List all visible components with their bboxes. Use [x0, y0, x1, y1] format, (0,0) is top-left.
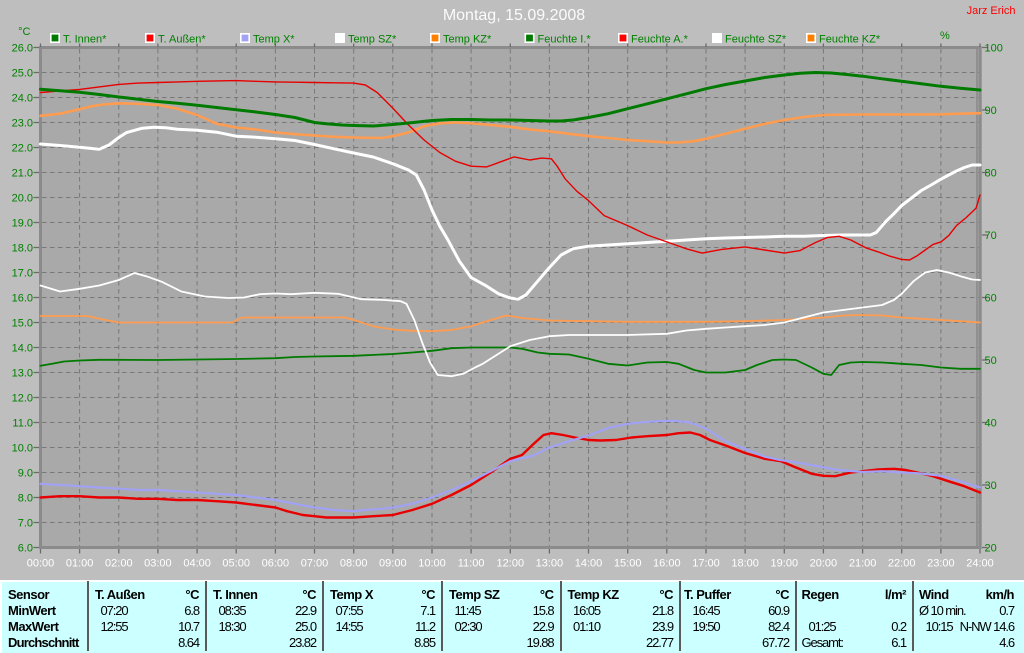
svg-text:06:00: 06:00: [262, 558, 290, 570]
svg-text:30: 30: [985, 480, 997, 492]
svg-text:40: 40: [985, 417, 997, 429]
svg-text:17:00: 17:00: [692, 558, 720, 570]
svg-text:90: 90: [985, 105, 997, 117]
svg-text:03:00: 03:00: [144, 558, 172, 570]
svg-text:60: 60: [985, 292, 997, 304]
svg-text:19:00: 19:00: [771, 558, 799, 570]
svg-text:%: %: [940, 30, 950, 42]
svg-text:Feuchte KZ*: Feuchte KZ*: [819, 33, 881, 45]
svg-text:70: 70: [985, 230, 997, 242]
svg-text:21.0: 21.0: [12, 167, 33, 179]
svg-text:Temp SZ*: Temp SZ*: [348, 33, 397, 45]
svg-text:18:00: 18:00: [731, 558, 759, 570]
svg-text:23:00: 23:00: [927, 558, 955, 570]
svg-text:16:00: 16:00: [653, 558, 681, 570]
svg-text:17.0: 17.0: [12, 267, 33, 279]
svg-text:11.0: 11.0: [12, 417, 33, 429]
svg-text:12:00: 12:00: [497, 558, 525, 570]
svg-text:8.0: 8.0: [18, 492, 33, 504]
svg-text:08:00: 08:00: [340, 558, 368, 570]
svg-text:°C: °C: [18, 26, 30, 38]
svg-text:11:00: 11:00: [458, 558, 485, 570]
svg-text:10:00: 10:00: [418, 558, 446, 570]
svg-text:13.0: 13.0: [12, 367, 33, 379]
svg-text:50: 50: [985, 355, 997, 367]
svg-text:15:00: 15:00: [614, 558, 642, 570]
svg-text:20: 20: [985, 542, 997, 554]
svg-text:24.0: 24.0: [12, 92, 33, 104]
svg-text:04:00: 04:00: [183, 558, 211, 570]
svg-text:00:00: 00:00: [27, 558, 55, 570]
svg-text:Feuchte A.*: Feuchte A.*: [631, 33, 689, 45]
svg-text:100: 100: [985, 42, 1003, 54]
svg-text:T. Außen*: T. Außen*: [158, 33, 206, 45]
svg-text:12.0: 12.0: [12, 392, 33, 404]
svg-text:9.0: 9.0: [18, 467, 33, 479]
svg-text:25.0: 25.0: [12, 67, 33, 79]
svg-text:26.0: 26.0: [12, 42, 33, 54]
svg-text:T. Innen*: T. Innen*: [63, 33, 107, 45]
svg-text:Feuchte SZ*: Feuchte SZ*: [725, 33, 787, 45]
svg-text:22:00: 22:00: [888, 558, 916, 570]
svg-text:21:00: 21:00: [849, 558, 877, 570]
svg-text:Temp KZ*: Temp KZ*: [443, 33, 492, 45]
svg-text:23.0: 23.0: [12, 117, 33, 129]
svg-text:15.0: 15.0: [12, 317, 33, 329]
svg-text:14.0: 14.0: [12, 342, 33, 354]
svg-text:7.0: 7.0: [18, 517, 33, 529]
svg-text:13:00: 13:00: [536, 558, 564, 570]
svg-text:6.0: 6.0: [18, 542, 33, 554]
svg-text:16.0: 16.0: [12, 292, 33, 304]
svg-text:Feuchte I.*: Feuchte I.*: [538, 33, 592, 45]
svg-text:05:00: 05:00: [222, 558, 250, 570]
svg-text:02:00: 02:00: [105, 558, 133, 570]
svg-text:24:00: 24:00: [966, 558, 994, 570]
svg-text:10.0: 10.0: [12, 442, 33, 454]
svg-text:01:00: 01:00: [66, 558, 94, 570]
svg-text:18.0: 18.0: [12, 242, 33, 254]
svg-text:19.0: 19.0: [12, 217, 33, 229]
svg-text:20.0: 20.0: [12, 192, 33, 204]
svg-text:14:00: 14:00: [575, 558, 603, 570]
svg-text:22.0: 22.0: [12, 142, 33, 154]
svg-text:Temp X*: Temp X*: [253, 33, 295, 45]
svg-text:20:00: 20:00: [810, 558, 838, 570]
svg-text:07:00: 07:00: [301, 558, 329, 570]
svg-text:80: 80: [985, 167, 997, 179]
svg-text:09:00: 09:00: [379, 558, 407, 570]
